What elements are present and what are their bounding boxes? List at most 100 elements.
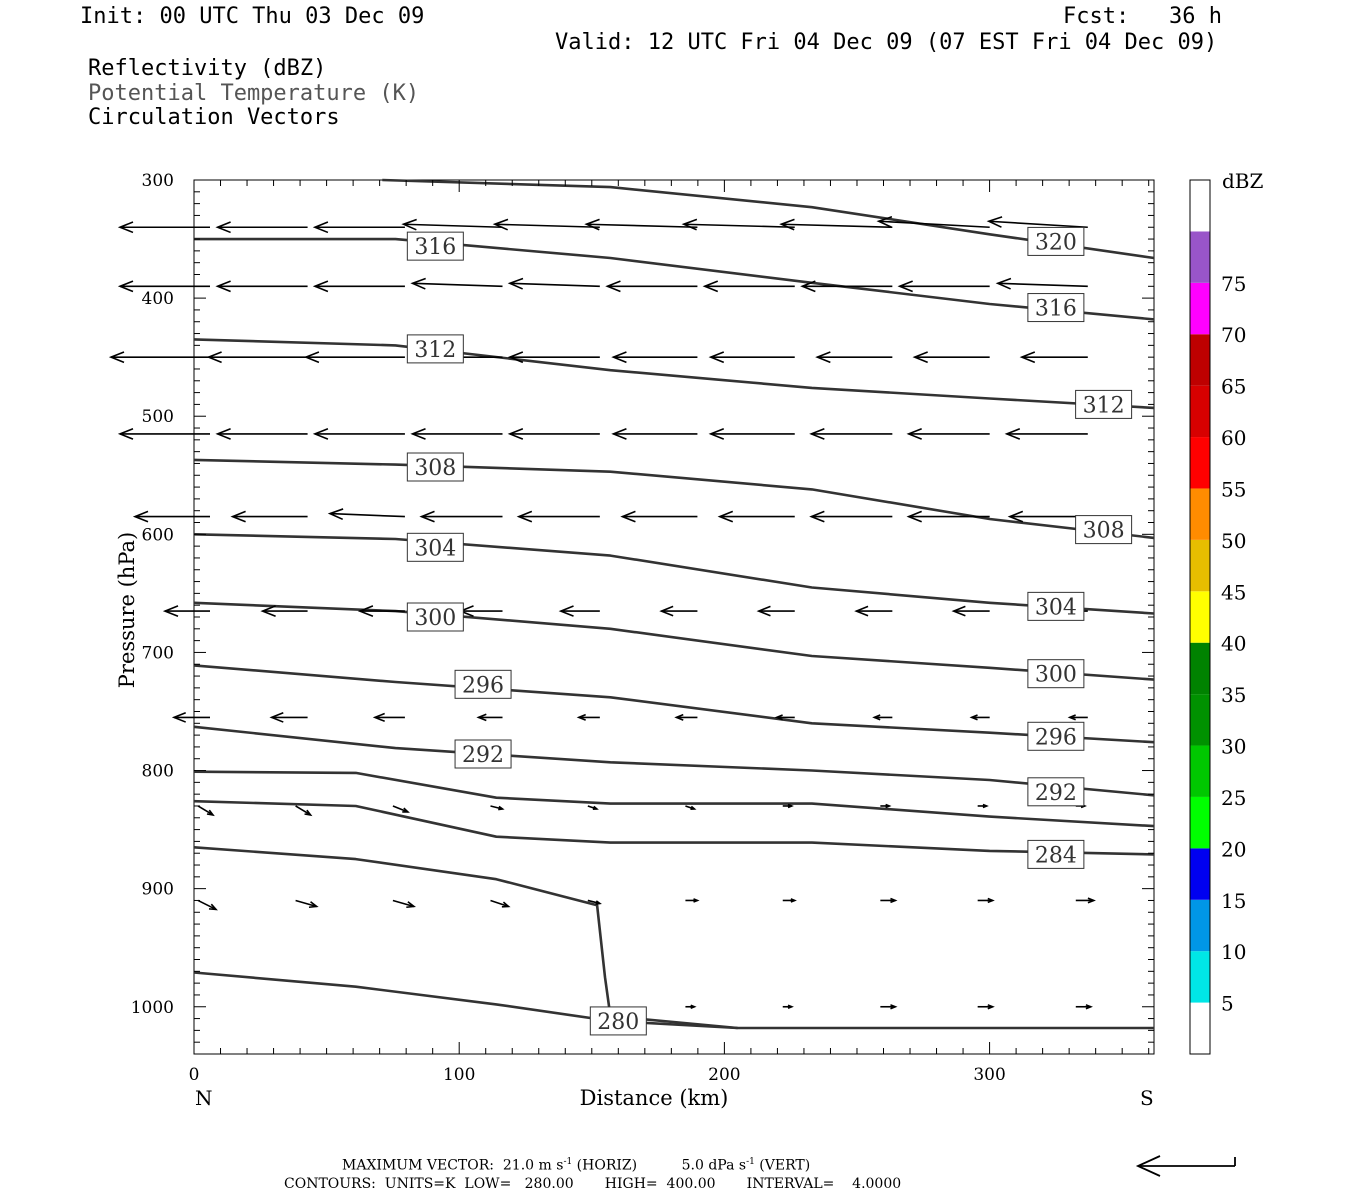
contour-label-box: [1027, 226, 1085, 256]
vector-head: [1004, 427, 1021, 440]
contour-label-text: 300: [414, 606, 456, 631]
isentrope-292-7: [193, 725, 1155, 797]
vector-head: [117, 280, 134, 293]
contour-label-text: 292: [1035, 781, 1077, 806]
contour-label-box: [1027, 839, 1085, 869]
vector-arrow: [303, 351, 405, 364]
vector-head: [592, 805, 599, 811]
vector-head: [516, 510, 533, 523]
contour-label-296: 296: [454, 669, 512, 699]
vector-head: [171, 711, 186, 723]
vector-arrow: [295, 899, 319, 909]
contour-label-280: 280: [589, 1006, 647, 1036]
vector-arrow: [815, 351, 893, 364]
vector-head: [912, 351, 928, 364]
colorbar-level: 50: [1221, 529, 1246, 553]
vector-shaft: [494, 223, 600, 229]
vector-head: [690, 1004, 697, 1009]
contour-label-text: 312: [414, 338, 456, 363]
horiz-value: 21.0 m s: [502, 1157, 564, 1174]
vector-arrow: [171, 711, 210, 723]
vector-head: [410, 277, 426, 290]
vector-shaft: [197, 805, 214, 816]
contour-labels: 316 320 316 312 312 308 308 304 304 300 300 296 296 2…: [406, 226, 1133, 1036]
vector-arrow: [854, 605, 893, 617]
colorbar-frame: [1189, 179, 1211, 1055]
vector-arrow: [1007, 510, 1088, 523]
colorbar-swatch: [1190, 488, 1210, 540]
vector-head: [162, 605, 179, 618]
contour-label-text: 304: [414, 536, 456, 561]
vector-arrow: [507, 351, 600, 364]
vector-arrow: [995, 277, 1088, 290]
horiz-tag: (HORIZ): [576, 1157, 638, 1174]
vector-arrow: [897, 280, 990, 293]
colorbar-swatch: [1190, 334, 1210, 386]
vector-head: [1085, 1004, 1093, 1010]
contour-label-text: 304: [1035, 595, 1077, 620]
colorbar-swatch: [1190, 231, 1210, 283]
vector-arrow: [912, 351, 990, 364]
colorbar-level: 10: [1221, 940, 1246, 964]
vector-head: [584, 218, 600, 231]
contour-label-312: 312: [1075, 389, 1133, 419]
contour-label-box: [406, 231, 464, 261]
colorbar-level: 5: [1221, 992, 1234, 1016]
y-tick-label: 700: [142, 643, 174, 663]
isentrope-284-9: [193, 799, 1155, 856]
reference-vector-arrow: [1135, 1155, 1236, 1177]
vector-head: [1007, 510, 1024, 523]
colorbar-swatch: [1190, 642, 1210, 695]
vector-head: [690, 805, 697, 811]
vector-arrow: [357, 605, 405, 618]
vector-head: [890, 1004, 898, 1010]
vector-head: [876, 216, 893, 228]
vector-shaft: [329, 512, 405, 518]
vector-head: [969, 714, 978, 721]
vector-head: [987, 1004, 995, 1010]
contour-label-box: [454, 739, 512, 769]
colorbar-swatch: [1190, 539, 1210, 592]
reference-vector: [1135, 1155, 1236, 1177]
colorbar-swatch: [1190, 282, 1210, 335]
vector-head: [854, 605, 869, 617]
vector-arrow: [392, 805, 410, 813]
y-axis-label: Pressure (hPa): [115, 532, 139, 688]
vector-arrow: [162, 605, 210, 618]
plot-frame: [193, 179, 1155, 1055]
colorbar-level: 55: [1221, 477, 1246, 501]
vector-arrow: [708, 427, 795, 440]
vector-arrow: [620, 510, 698, 523]
vector-arrow: [685, 1004, 697, 1009]
colorbar-swatch: [1190, 1002, 1210, 1054]
vector-arrow: [108, 351, 210, 364]
vector-head: [357, 605, 374, 618]
contour-label-box: [1027, 777, 1085, 807]
vector-arrow: [312, 427, 405, 440]
colorbar-level: 40: [1221, 632, 1246, 656]
vector-head: [987, 897, 995, 904]
contour-label-292: 292: [454, 739, 512, 769]
vector-head: [132, 510, 149, 523]
colorbar-level: 65: [1221, 375, 1246, 399]
vert-exp: -1: [746, 1157, 755, 1167]
vector-head: [809, 510, 825, 523]
vector-arrow: [774, 714, 795, 721]
vector-shaft: [509, 282, 600, 288]
contour-label-284: 284: [1027, 839, 1085, 869]
vector-shaft: [392, 805, 409, 813]
vector-head: [108, 351, 125, 364]
isentrope-316-1: [194, 237, 1155, 321]
isentrope-304-4: [193, 533, 1155, 615]
vector-arrow: [215, 221, 308, 234]
contour-label-text: 316: [414, 235, 456, 260]
reference-vector-head: [1135, 1155, 1161, 1177]
vector-arrow: [197, 805, 215, 817]
vector-head: [312, 221, 329, 234]
vector-arrow: [197, 899, 218, 911]
y-tick-label: 900: [142, 880, 174, 900]
vector-head: [312, 427, 329, 440]
vector-head: [308, 901, 319, 909]
vector-arrow: [685, 898, 700, 903]
